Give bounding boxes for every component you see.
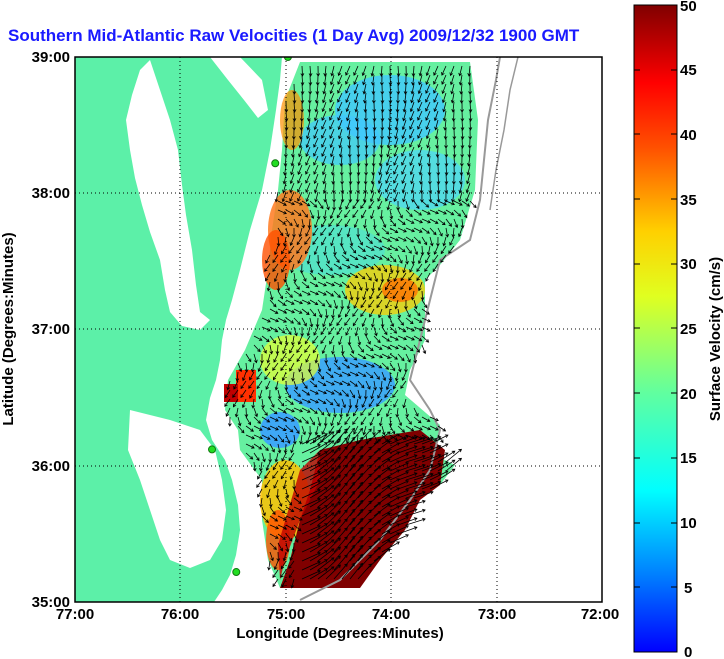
colorbar-label: Surface Velocity (cm/s): [707, 257, 724, 421]
y-tick-label: 38:00: [32, 185, 70, 202]
colorbar-tick: 25: [680, 321, 697, 338]
radar-station-marker: [283, 57, 292, 61]
colorbar-tick: 15: [680, 450, 697, 467]
x-tick-label: 76:00: [161, 606, 199, 623]
colorbar-tick: 0: [684, 644, 692, 659]
colorbar-tick: 50: [680, 0, 697, 15]
colorbar-tick: 20: [680, 386, 697, 403]
y-axis-label: Latitude (Degrees:Minutes): [0, 232, 17, 425]
x-tick-label: 73:00: [478, 606, 516, 623]
land-mass: [75, 57, 282, 602]
x-axis: 77:00 76:00 75:00 74:00 73:00 72:00 Long…: [56, 606, 619, 642]
y-tick-label: 36:00: [32, 458, 70, 475]
radar-station-marker: [232, 568, 241, 577]
y-tick-label: 35:00: [32, 594, 70, 611]
radar-station-marker: [208, 445, 217, 454]
plot-frame: [74, 56, 603, 603]
colorbar-gradient: [633, 4, 678, 653]
y-tick-label: 39:00: [32, 49, 70, 66]
colorbar-tick: 45: [680, 62, 697, 79]
colorbar-tick: 5: [684, 580, 692, 597]
velocity-arrows: [224, 65, 477, 589]
radar-stations: [208, 57, 292, 577]
colorbar-tick: 10: [680, 515, 697, 532]
map-plot-area: [75, 57, 602, 602]
colorbar-tick: 30: [680, 256, 697, 273]
delaware-bay: [210, 57, 268, 118]
colorbar-tick: 40: [680, 127, 697, 144]
colorbar: 50 45 40 35 30 25 20 15 10 5 0 Surface V…: [633, 0, 724, 659]
pamlico-sound: [128, 410, 226, 568]
x-tick-label: 77:00: [56, 606, 94, 623]
x-tick-label: 75:00: [267, 606, 305, 623]
map-title: Southern Mid-Atlantic Raw Velocities (1 …: [8, 26, 580, 45]
radar-station-marker: [271, 159, 280, 168]
chesapeake-bay: [126, 60, 210, 330]
y-tick-label: 37:00: [32, 321, 70, 338]
x-tick-label: 74:00: [372, 606, 410, 623]
x-tick-label: 72:00: [581, 606, 619, 623]
velocity-arrow-glyphs: [224, 65, 477, 589]
colorbar-tick: 35: [680, 192, 697, 209]
gridlines: [75, 57, 602, 602]
x-axis-label: Longitude (Degrees:Minutes): [236, 625, 444, 642]
y-axis: 39:00 38:00 37:00 36:00 35:00 Latitude (…: [0, 49, 70, 611]
